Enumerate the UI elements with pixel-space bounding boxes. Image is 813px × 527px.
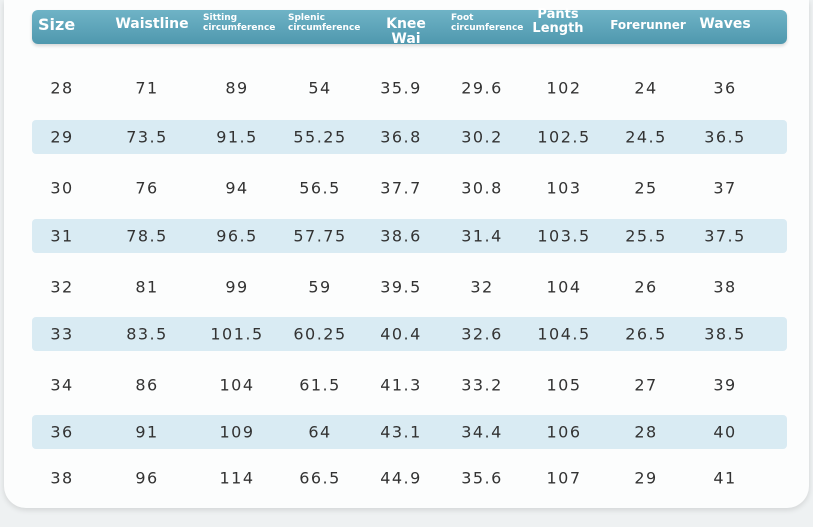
cell: 106 xyxy=(546,422,582,442)
cell: 27 xyxy=(634,375,658,395)
cell: 25 xyxy=(634,178,658,198)
cell: 71 xyxy=(135,78,159,98)
row-stripe xyxy=(32,317,787,351)
cell: 40.4 xyxy=(380,324,422,344)
cell: 35.6 xyxy=(461,468,503,488)
column-header: Splenic circumference xyxy=(288,13,361,33)
cell: 36 xyxy=(713,78,737,98)
cell: 57.75 xyxy=(293,226,347,246)
column-header: Knee Wai xyxy=(386,16,426,48)
cell: 38.5 xyxy=(704,324,746,344)
cell: 40 xyxy=(713,422,737,442)
cell: 37.5 xyxy=(704,226,746,246)
cell: 35.9 xyxy=(380,78,422,98)
cell: 103.5 xyxy=(537,226,591,246)
cell: 28 xyxy=(50,78,74,98)
row-stripe xyxy=(32,120,787,154)
cell: 102 xyxy=(546,78,582,98)
cell: 26 xyxy=(634,277,658,297)
cell: 24 xyxy=(634,78,658,98)
cell: 59 xyxy=(308,277,332,297)
column-header: Waistline xyxy=(115,16,189,32)
cell: 28 xyxy=(634,422,658,442)
cell: 64 xyxy=(308,422,332,442)
cell: 86 xyxy=(135,375,159,395)
cell: 43.1 xyxy=(380,422,422,442)
cell: 89 xyxy=(225,78,249,98)
cell: 33.2 xyxy=(461,375,503,395)
cell: 54 xyxy=(308,78,332,98)
cell: 103 xyxy=(546,178,582,198)
cell: 36.8 xyxy=(380,127,422,147)
cell: 24.5 xyxy=(625,127,667,147)
cell: 37.7 xyxy=(380,178,422,198)
cell: 26.5 xyxy=(625,324,667,344)
row-stripe xyxy=(32,219,787,253)
cell: 39 xyxy=(713,375,737,395)
cell: 36.5 xyxy=(704,127,746,147)
cell: 76 xyxy=(135,178,159,198)
cell: 91.5 xyxy=(216,127,258,147)
cell: 60.25 xyxy=(293,324,347,344)
column-header: Pants Length xyxy=(532,7,584,37)
cell: 104 xyxy=(546,277,582,297)
cell: 30 xyxy=(50,178,74,198)
cell: 102.5 xyxy=(537,127,591,147)
cell: 36 xyxy=(50,422,74,442)
cell: 66.5 xyxy=(299,468,341,488)
cell: 109 xyxy=(219,422,255,442)
cell: 32.6 xyxy=(461,324,503,344)
cell: 34.4 xyxy=(461,422,503,442)
cell: 29.6 xyxy=(461,78,503,98)
cell: 39.5 xyxy=(380,277,422,297)
cell: 96 xyxy=(135,468,159,488)
cell: 38.6 xyxy=(380,226,422,246)
cell: 83.5 xyxy=(126,324,168,344)
cell: 104 xyxy=(219,375,255,395)
cell: 29 xyxy=(634,468,658,488)
cell: 78.5 xyxy=(126,226,168,246)
cell: 34 xyxy=(50,375,74,395)
cell: 31.4 xyxy=(461,226,503,246)
cell: 38 xyxy=(50,468,74,488)
cell: 32 xyxy=(470,277,494,297)
cell: 38 xyxy=(713,277,737,297)
column-header: Waves xyxy=(699,16,751,32)
cell: 30.2 xyxy=(461,127,503,147)
cell: 81 xyxy=(135,277,159,297)
cell: 31 xyxy=(50,226,74,246)
column-header: Size xyxy=(38,15,76,34)
cell: 33 xyxy=(50,324,74,344)
column-header: Foot circumference xyxy=(451,13,524,33)
cell: 107 xyxy=(546,468,582,488)
cell: 94 xyxy=(225,178,249,198)
cell: 101.5 xyxy=(210,324,264,344)
row-stripe xyxy=(32,415,787,449)
cell: 25.5 xyxy=(625,226,667,246)
cell: 55.25 xyxy=(293,127,347,147)
cell: 114 xyxy=(219,468,255,488)
column-header: Forerunner xyxy=(610,18,686,32)
cell: 30.8 xyxy=(461,178,503,198)
cell: 32 xyxy=(50,277,74,297)
cell: 91 xyxy=(135,422,159,442)
cell: 104.5 xyxy=(537,324,591,344)
cell: 41 xyxy=(713,468,737,488)
cell: 41.3 xyxy=(380,375,422,395)
cell: 61.5 xyxy=(299,375,341,395)
cell: 29 xyxy=(50,127,74,147)
cell: 73.5 xyxy=(126,127,168,147)
cell: 105 xyxy=(546,375,582,395)
cell: 37 xyxy=(713,178,737,198)
cell: 96.5 xyxy=(216,226,258,246)
cell: 44.9 xyxy=(380,468,422,488)
cell: 56.5 xyxy=(299,178,341,198)
column-header: Sitting circumference xyxy=(203,13,276,33)
header-bar xyxy=(32,10,787,44)
cell: 99 xyxy=(225,277,249,297)
